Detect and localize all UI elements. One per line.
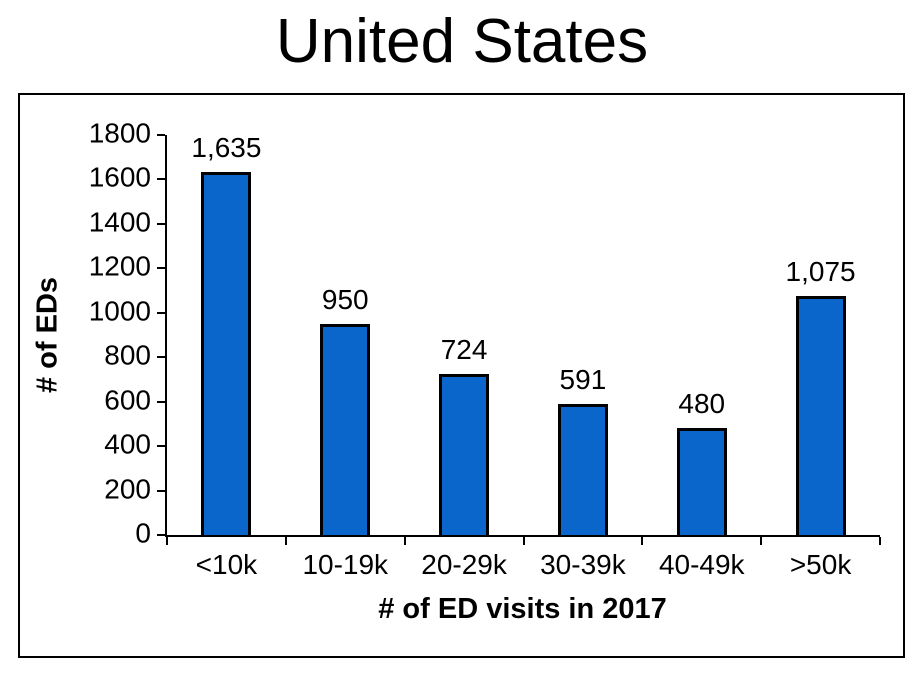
bar	[676, 428, 727, 535]
x-tick-mark	[760, 537, 763, 545]
y-tick-label: 1200	[88, 251, 151, 283]
y-axis-title-text: # of EDs	[31, 276, 64, 394]
x-tick-label: 30-39k	[540, 549, 626, 580]
x-tick-mark	[879, 537, 881, 545]
x-tick-mark	[166, 537, 168, 545]
y-tick-label: 1000	[88, 295, 151, 327]
x-tick-label: <10k	[195, 549, 258, 580]
bar-value-label: 591	[559, 363, 607, 395]
bar-value-label: 1,075	[785, 256, 856, 288]
bar	[557, 403, 608, 535]
bar	[439, 374, 490, 535]
y-tick-label: 800	[104, 339, 151, 371]
y-tick-label: 400	[104, 428, 151, 460]
x-tick-mark	[522, 537, 525, 545]
plot-area: 0 200 400 600 800 1000 1200 1400 1600 1800 1,635 <1…	[89, 118, 881, 580]
y-tick-mark	[157, 178, 165, 181]
x-tick-label: >50k	[789, 549, 852, 580]
y-tick-label: 1600	[88, 162, 151, 194]
y-tick-label: 1400	[88, 206, 151, 238]
y-tick-mark	[157, 356, 165, 359]
y-tick-mark	[157, 445, 165, 448]
y-tick-mark	[157, 134, 165, 136]
y-tick-mark	[157, 400, 165, 403]
chart-frame: # of EDs 0 200 400 600 800 1000 1200 1400 1600 18…	[18, 93, 905, 658]
x-axis-title: # of ED visits in 2017	[378, 593, 667, 625]
x-tick-mark	[641, 537, 644, 545]
x-tick-label: 40-49k	[658, 549, 745, 580]
y-tick-mark	[157, 267, 165, 270]
x-tick-mark	[284, 537, 287, 545]
y-tick-label: 0	[135, 517, 151, 549]
bar-value-label: 480	[678, 388, 726, 420]
y-tick-mark	[157, 489, 165, 492]
bar	[795, 296, 846, 535]
chart-title: United States	[275, 7, 649, 76]
bar-value-label: 1,635	[191, 131, 262, 163]
x-tick-label: 10-19k	[302, 549, 389, 580]
y-tick-mark	[157, 311, 165, 314]
bar-value-label: 950	[321, 283, 369, 315]
y-tick-mark	[157, 534, 165, 536]
bar-value-label: 724	[440, 334, 488, 366]
y-tick-label: 1800	[88, 117, 151, 149]
bar	[201, 171, 252, 535]
bar	[320, 323, 371, 535]
x-tick-label: 20-29k	[421, 549, 507, 580]
x-tick-mark	[403, 537, 406, 545]
y-tick-label: 600	[104, 384, 151, 416]
y-tick-label: 200	[104, 473, 151, 505]
y-tick-mark	[157, 222, 165, 225]
